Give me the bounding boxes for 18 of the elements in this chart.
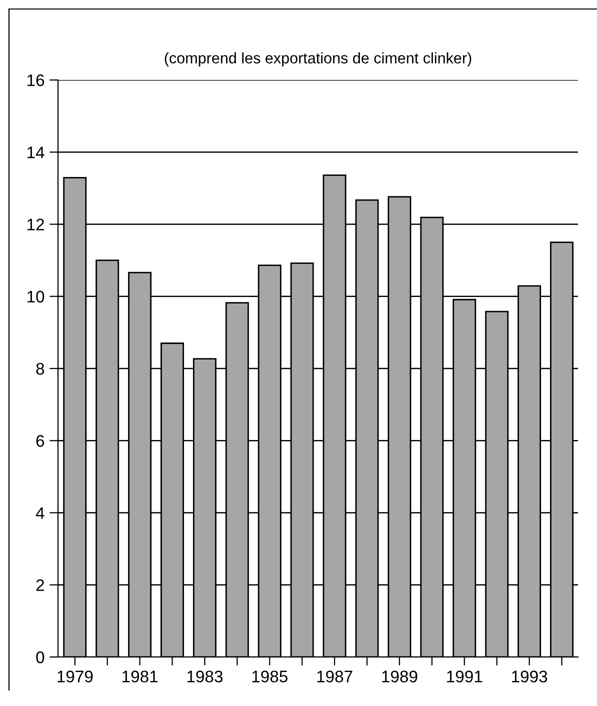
y-tick-label: 6 <box>36 435 44 447</box>
x-tick-label: 1983 <box>187 670 223 682</box>
y-tick-label: 4 <box>36 507 44 519</box>
x-tick-label: 1981 <box>122 670 158 682</box>
y-tick-label: 8 <box>36 362 44 375</box>
x-tick-label: 1979 <box>58 670 93 682</box>
x-tick-label: 1989 <box>382 670 418 682</box>
chart-title: (comprend les exportations de ciment clinker) <box>164 52 472 67</box>
x-tick-label: 1985 <box>252 670 288 682</box>
x-tick-label: 1987 <box>317 670 352 682</box>
y-tick-label: 0 <box>36 651 44 664</box>
y-tick-label: 10 <box>28 290 44 303</box>
y-tick-label: 12 <box>28 218 44 230</box>
x-tick-label: 1993 <box>512 670 548 682</box>
y-tick-label: 14 <box>28 146 44 158</box>
y-tick-label: 2 <box>36 579 44 591</box>
x-tick-label: 1991 <box>447 670 482 682</box>
y-tick-label: 16 <box>28 74 44 86</box>
